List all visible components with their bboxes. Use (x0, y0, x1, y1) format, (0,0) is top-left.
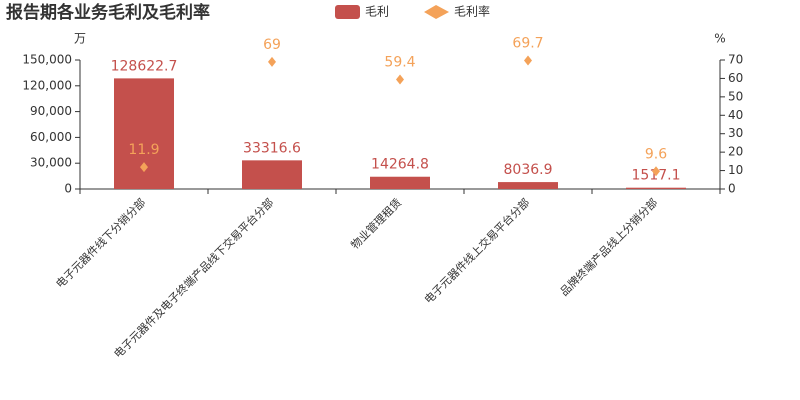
y-axis-label: 万 (74, 32, 86, 46)
point-value-label: 9.6 (645, 146, 667, 162)
y2-axis-label: % (714, 32, 725, 46)
y2-tick-label: 40 (728, 108, 743, 122)
y-tick-label: 120,000 (22, 78, 72, 92)
point-value-label: 69.7 (512, 36, 543, 52)
y2-tick-label: 70 (728, 53, 743, 67)
bar (114, 78, 174, 189)
point-value-label: 59.4 (384, 55, 415, 71)
x-tick-label: 物业管理租赁 (348, 195, 405, 252)
y-tick-label: 30,000 (30, 156, 72, 170)
chart-title: 报告期各业务毛利及毛利率 (6, 2, 210, 23)
y2-tick-label: 0 (728, 182, 736, 196)
legend-swatch (335, 5, 360, 19)
bar-value-label: 128622.7 (111, 58, 178, 74)
bar-value-label: 14264.8 (371, 157, 429, 173)
x-tick-label: 电子元器件及电子终端产品线下交易平台分部 (111, 195, 276, 360)
bar (626, 187, 686, 189)
y2-tick-label: 60 (728, 71, 743, 85)
point-value-label: 69 (263, 37, 281, 53)
y-tick-label: 90,000 (30, 104, 72, 118)
point (524, 55, 532, 66)
point (652, 166, 660, 177)
bar (498, 182, 558, 189)
y-tick-label: 150,000 (22, 53, 72, 67)
y2-tick-label: 10 (728, 163, 743, 177)
legend-swatch (424, 5, 450, 19)
point-value-label: 11.9 (128, 142, 159, 158)
y-tick-label: 60,000 (30, 130, 72, 144)
legend-label: 毛利率 (454, 4, 490, 19)
point (140, 162, 148, 173)
point (396, 74, 404, 85)
bar (242, 160, 302, 189)
x-tick-label: 品牌终端产品线上分销分部 (557, 195, 660, 298)
bar-value-label: 8036.9 (504, 162, 553, 178)
y2-tick-label: 20 (728, 145, 743, 159)
y2-tick-label: 30 (728, 126, 743, 140)
y-tick-label: 0 (64, 182, 72, 196)
point (268, 56, 276, 67)
x-tick-label: 电子元器件线下分销分部 (53, 195, 148, 290)
y2-tick-label: 50 (728, 89, 743, 103)
bar (370, 176, 430, 189)
legend-label: 毛利 (365, 5, 389, 19)
x-tick-label: 电子元器件线上交易平台分部 (421, 195, 532, 306)
bar-value-label: 33316.6 (243, 140, 301, 156)
